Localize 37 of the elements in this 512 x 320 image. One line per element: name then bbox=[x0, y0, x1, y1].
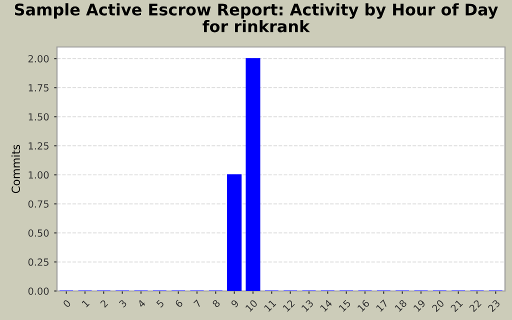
x-tick-label: 19 bbox=[413, 299, 426, 312]
bar bbox=[246, 58, 260, 291]
x-tick-label: 9 bbox=[230, 299, 240, 308]
x-tick-label: 13 bbox=[301, 299, 314, 312]
y-tick-label: 1.75 bbox=[28, 84, 49, 92]
x-tick-label: 4 bbox=[137, 299, 146, 308]
bar bbox=[227, 174, 242, 291]
x-tick-label: 15 bbox=[338, 299, 352, 312]
y-axis-title: Commits bbox=[11, 144, 20, 194]
x-tick-label: 8 bbox=[212, 299, 221, 308]
y-tick-label: 2.00 bbox=[28, 55, 49, 62]
x-tick-label: 21 bbox=[450, 299, 463, 312]
x-tick-label: 20 bbox=[432, 299, 445, 312]
x-tick-label: 3 bbox=[118, 299, 128, 308]
x-tick-label: 7 bbox=[193, 299, 202, 308]
x-tick-label: 0 bbox=[62, 299, 72, 308]
x-tick-label: 17 bbox=[376, 299, 388, 312]
x-tick-label: 2 bbox=[100, 299, 108, 308]
x-tick-label: 16 bbox=[357, 299, 370, 312]
y-tick-label: 0.75 bbox=[28, 200, 49, 208]
x-tick-label: 11 bbox=[264, 299, 276, 312]
y-tick-label: 0.00 bbox=[28, 287, 49, 295]
y-tick-label: 1.00 bbox=[28, 171, 49, 179]
x-tick-label: 10 bbox=[245, 299, 258, 312]
y-tick-label: 1.50 bbox=[28, 113, 49, 121]
x-tick-label: 6 bbox=[174, 299, 184, 308]
x-tick-label: 1 bbox=[82, 299, 90, 308]
x-tick-label: 12 bbox=[282, 299, 295, 312]
y-tick-label: 1.25 bbox=[28, 142, 49, 150]
x-tick-label: 14 bbox=[320, 299, 333, 312]
y-tick-label: 0.25 bbox=[28, 258, 49, 266]
y-tick-label: 0.50 bbox=[28, 229, 49, 237]
chart-title: Sample Active Escrow Report: Activity by Hour of Day for rinkrank bbox=[14, 3, 498, 32]
x-tick-label: 23 bbox=[488, 299, 500, 312]
x-tick-label: 22 bbox=[468, 299, 482, 312]
x-tick-label: 5 bbox=[156, 299, 164, 308]
x-tick-label: 18 bbox=[394, 299, 408, 312]
